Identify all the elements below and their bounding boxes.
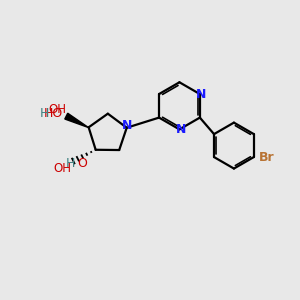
Polygon shape (65, 113, 88, 127)
Text: N: N (176, 123, 186, 136)
Text: OH: OH (48, 103, 66, 116)
Text: N: N (196, 88, 206, 100)
Text: H: H (65, 158, 75, 170)
Text: Br: Br (259, 151, 275, 164)
Text: OH: OH (54, 162, 72, 175)
Text: HO: HO (44, 107, 63, 120)
Text: O: O (78, 158, 88, 170)
Text: H: H (40, 107, 49, 120)
Text: N: N (122, 119, 132, 132)
